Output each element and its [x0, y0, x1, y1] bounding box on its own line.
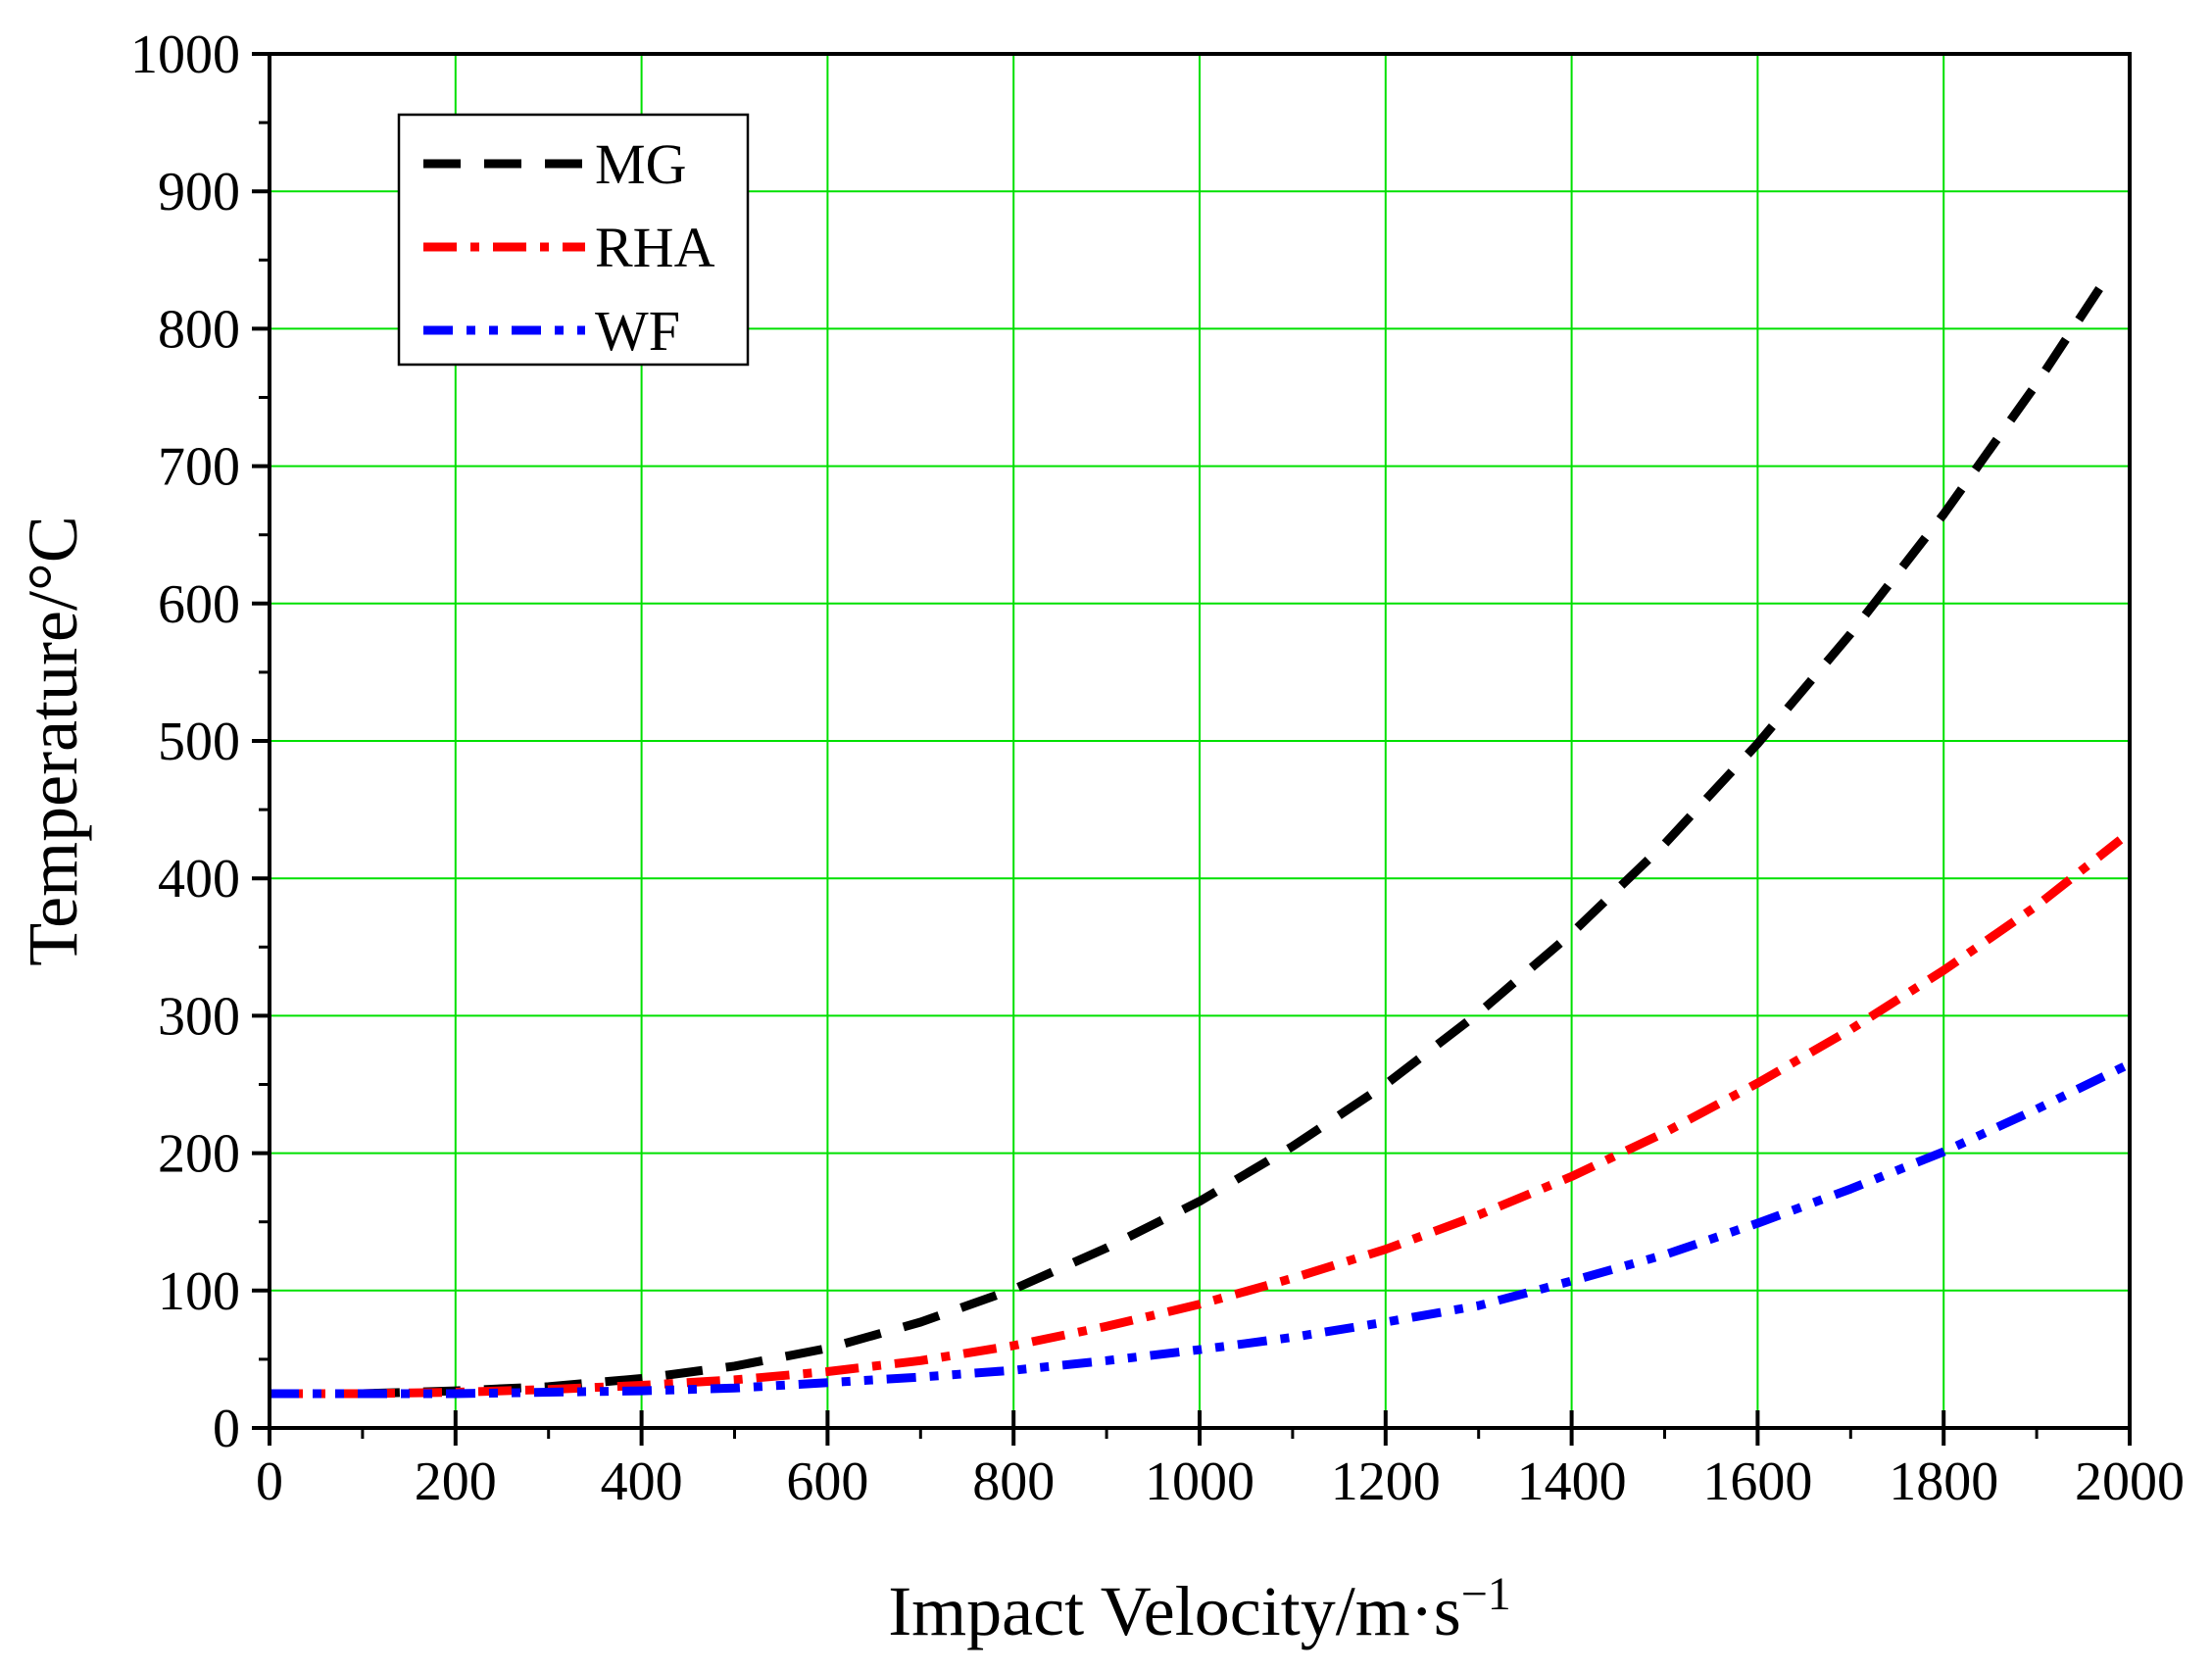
y-tick-label: 900: [158, 162, 240, 222]
x-tick-label: 1000: [1145, 1451, 1254, 1512]
y-tick-label: 200: [158, 1124, 240, 1185]
y-tick-label: 0: [213, 1399, 240, 1459]
y-tick-label: 300: [158, 986, 240, 1047]
legend-label-mg: MG: [595, 132, 686, 196]
y-tick-label: 100: [158, 1261, 240, 1322]
legend-box: [397, 113, 750, 367]
y-tick-label: 500: [158, 712, 240, 772]
legend: MG RHA WF: [397, 113, 750, 367]
grid-lines: [270, 54, 2130, 1428]
x-tick-label: 1800: [1889, 1451, 1998, 1512]
x-tick-label: 800: [972, 1451, 1055, 1512]
legend-label-rha: RHA: [595, 216, 715, 279]
series-line-mg: [362, 269, 2115, 1399]
legend-label-wf: WF: [595, 299, 680, 363]
series-line-wf: [270, 1059, 2132, 1399]
y-tick-label: 700: [158, 437, 240, 498]
y-tick-label: 800: [158, 299, 240, 360]
x-tick-label: 600: [786, 1451, 868, 1512]
x-tick-label: 1600: [1702, 1451, 1812, 1512]
x-tick-label: 2000: [2075, 1451, 2185, 1512]
x-axis-title-main: Impact Velocity/m·s: [888, 1572, 1461, 1650]
x-tick-label: 1200: [1331, 1451, 1441, 1512]
x-axis-title: Impact Velocity/m·s−1: [888, 1568, 1511, 1651]
series-group: [270, 269, 2132, 1399]
y-axis-title: Temperature/°C: [14, 516, 92, 966]
x-tick-label: 400: [601, 1451, 683, 1512]
x-axis-title-superscript: −1: [1461, 1568, 1511, 1620]
tick-labels: 0 200 400 600 800 1000 1200 1400 1600 1800 2000 0 10…: [130, 25, 2185, 1512]
y-tick-label: 400: [158, 849, 240, 910]
y-tick-label: 600: [158, 574, 240, 635]
x-tick-label: 1400: [1517, 1451, 1627, 1512]
y-tick-label: 1000: [130, 25, 240, 85]
x-tick-label: 200: [415, 1451, 497, 1512]
axis-ticks: [252, 52, 2132, 1446]
x-tick-label: 0: [256, 1451, 283, 1512]
